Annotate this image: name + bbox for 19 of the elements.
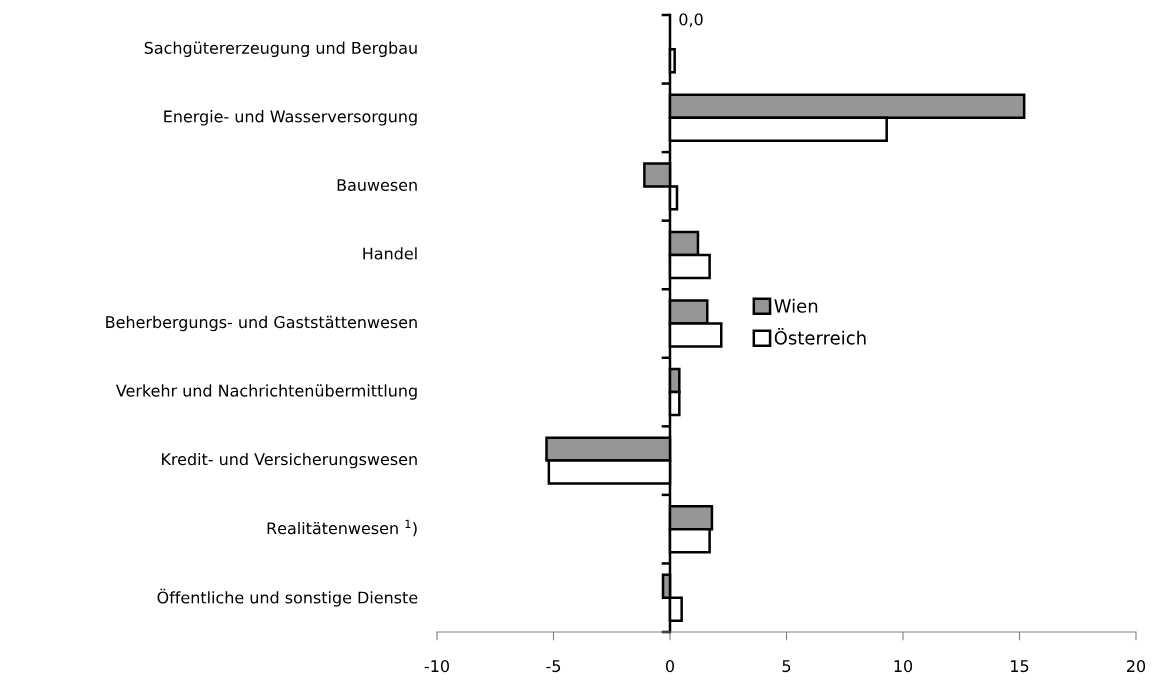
x-tick-label: -5 (546, 660, 561, 673)
x-tick-label: 20 (1127, 660, 1146, 673)
y-tick-label: Realitätenwesen $^{1}$) (267, 519, 417, 537)
x-tick-label: 5 (782, 660, 791, 673)
annotation: 0,0 (679, 13, 703, 28)
legend-label: Österreich (774, 328, 866, 345)
x-tick-label: 10 (894, 660, 913, 673)
y-tick-label: Bauwesen (337, 179, 417, 192)
x-tick-label: 0 (665, 660, 675, 673)
x-tick-label: 15 (1011, 660, 1029, 673)
x-tick-label: -10 (424, 660, 449, 673)
y-tick-label: Beherbergungs- und Gaststättenwesen (106, 315, 417, 332)
legend-label: Wien (774, 298, 818, 313)
y-tick-label: Handel (363, 247, 417, 260)
y-tick-label: Öffentliche und sonstige Dienste (157, 588, 418, 607)
y-tick-label: Verkehr und Nachrichtenübermittlung (115, 384, 417, 400)
y-tick-label: Kredit- und Versicherungswesen (162, 452, 417, 469)
y-tick-label: Sachgütererzeugung und Bergbau (144, 41, 417, 58)
y-tick-label: Energie- und Wasserversorgung (164, 110, 417, 126)
